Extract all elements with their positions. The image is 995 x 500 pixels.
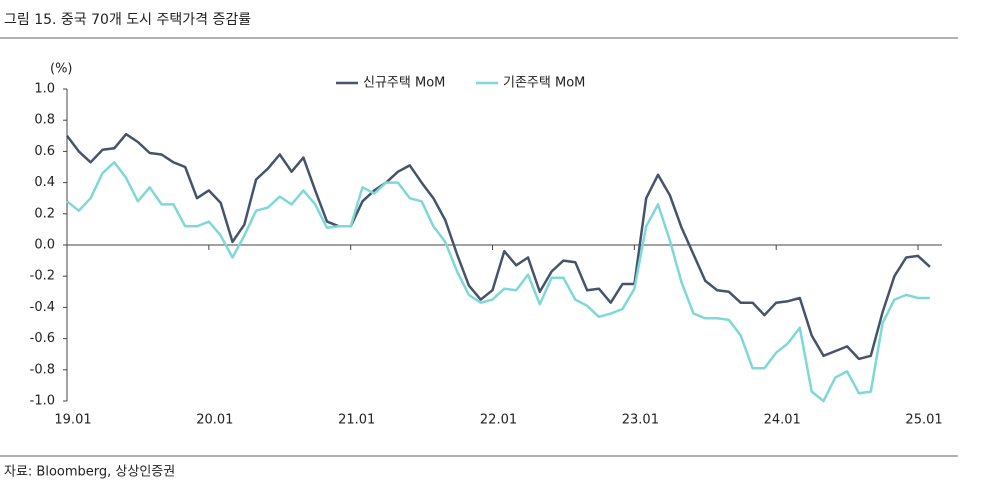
y-tick-label: -0.2 — [30, 269, 55, 284]
x-tick-label: 20.01 — [196, 413, 233, 428]
y-tick-label: 0.2 — [34, 206, 55, 221]
series-line — [66, 161, 930, 403]
chart-title: 그림 15. 중국 70개 도시 주택가격 증감률 — [4, 12, 251, 28]
legend-label: 기존주택 MoM — [503, 76, 585, 91]
y-tick-label: 0.6 — [34, 144, 55, 159]
x-tick-label: 19.01 — [54, 413, 91, 428]
y-tick-label: -0.6 — [30, 331, 55, 346]
y-tick-label: -1.0 — [30, 394, 55, 409]
source: 자료: Bloomberg, 상상인증권 — [4, 465, 175, 480]
legend-label: 신규주택 MoM — [363, 76, 445, 91]
x-tick-label: 21.01 — [338, 413, 375, 428]
y-tick-label: 0.4 — [34, 175, 55, 190]
y-tick-label: 0.8 — [34, 113, 55, 128]
y-tick-label: -0.4 — [30, 300, 55, 315]
x-tick-label: 24.01 — [764, 413, 801, 428]
y-tick-label: 0.0 — [34, 238, 55, 253]
x-tick-label: 23.01 — [622, 413, 659, 428]
x-tick-label: 25.01 — [905, 413, 942, 428]
series-line — [66, 132, 931, 361]
y-unit: (%) — [50, 62, 73, 77]
y-tick-label: -0.8 — [30, 362, 55, 377]
y-tick-label: 1.0 — [34, 82, 55, 97]
x-tick-label: 22.01 — [480, 413, 517, 428]
